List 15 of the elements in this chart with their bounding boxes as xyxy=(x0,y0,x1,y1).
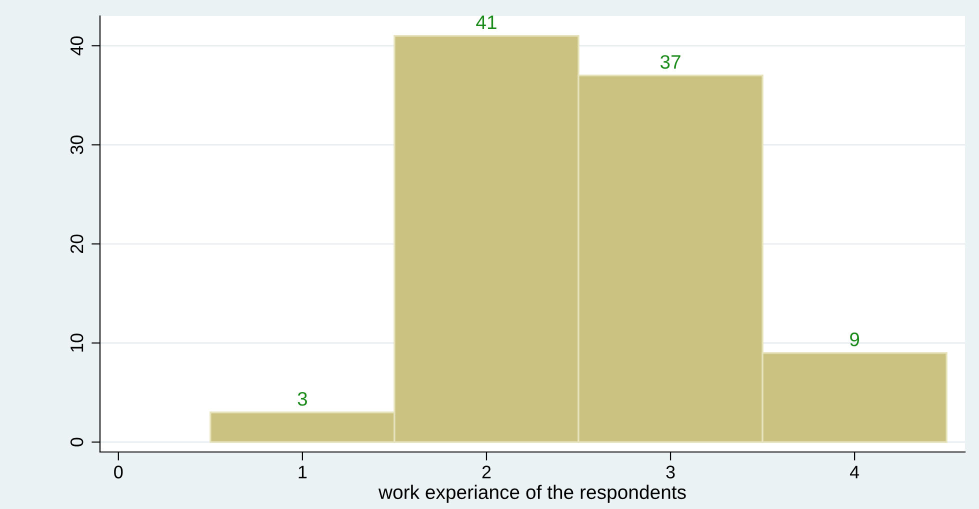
x-axis-title: work experiance of the respondents xyxy=(378,484,686,503)
x-tick-label: 0 xyxy=(114,466,123,478)
y-tick-label: 40 xyxy=(70,36,84,56)
x-tick-label: 3 xyxy=(666,466,675,478)
y-tick-label: 10 xyxy=(70,334,84,352)
data-label: 9 xyxy=(850,332,860,346)
y-tick-label: 20 xyxy=(70,234,84,254)
data-label: 3 xyxy=(298,392,307,406)
y-tick-label: 0 xyxy=(70,438,84,446)
x-tick-label: 4 xyxy=(850,466,860,478)
y-tick-label: 30 xyxy=(70,135,84,154)
x-tick-label: 2 xyxy=(482,466,491,478)
data-label: 37 xyxy=(660,55,680,69)
x-tick-label: 1 xyxy=(298,466,307,478)
data-label: 41 xyxy=(476,16,496,30)
